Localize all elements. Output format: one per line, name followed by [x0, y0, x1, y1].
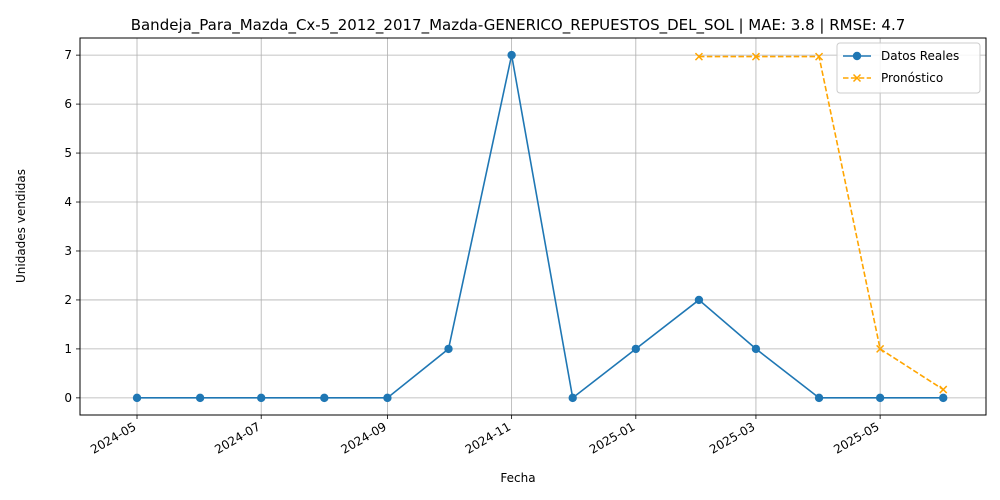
y-tick-label: 3 [64, 244, 72, 258]
chart-title: Bandeja_Para_Mazda_Cx-5_2012_2017_Mazda-… [131, 16, 906, 35]
x-tick-label: 2025-01 [587, 419, 637, 456]
data-point-datos-reales [383, 393, 392, 403]
data-point-datos-reales [631, 344, 641, 354]
x-tick-label: 2025-03 [707, 419, 757, 456]
legend-label-pronostico: Pronóstico [881, 71, 943, 85]
legend-box [836, 42, 981, 94]
y-tick-label: 2 [64, 293, 72, 307]
y-tick-label: 0 [64, 391, 72, 405]
data-point-pronostico [815, 52, 824, 61]
legend-label-datos-reales: Datos Reales [881, 49, 959, 63]
y-axis-label: Unidades vendidas [14, 169, 28, 283]
data-point-datos-reales [195, 393, 205, 403]
data-point-pronostico [939, 385, 948, 394]
data-point-datos-reales [132, 393, 142, 403]
data-point-datos-reales [875, 393, 885, 403]
y-tick-label: 7 [64, 48, 72, 62]
x-tick-label: 2024-09 [339, 419, 389, 456]
plot-frame [79, 37, 987, 416]
data-point-datos-reales [320, 393, 329, 403]
data-point-datos-reales [257, 393, 266, 403]
legend-marker-datos-reales [852, 51, 862, 61]
data-point-datos-reales [444, 344, 453, 354]
x-tick-label: 2025-05 [831, 419, 881, 456]
legend: Datos Reales Pronóstico [836, 42, 981, 94]
data-point-datos-reales [751, 344, 761, 354]
data-point-pronostico [876, 344, 885, 353]
y-tick-label: 1 [64, 342, 72, 356]
plot-area [132, 50, 948, 403]
series-line-pronostico [698, 55, 944, 391]
y-tick-label: 5 [64, 146, 72, 160]
data-point-datos-reales [814, 393, 824, 403]
y-axis: 0 1 2 3 4 5 6 7 [64, 48, 80, 405]
y-tick-label: 4 [64, 195, 72, 209]
x-tick-label: 2024-07 [212, 419, 262, 456]
x-axis: 2024-05 2024-07 2024-09 2024-11 2025-01 2025-… [88, 415, 882, 457]
series-line-datos-reales [137, 54, 944, 400]
data-point-datos-reales [939, 393, 948, 403]
data-point-datos-reales [507, 50, 516, 60]
data-point-datos-reales [568, 393, 577, 403]
y-tick-label: 6 [64, 97, 72, 111]
x-tick-label: 2024-11 [463, 419, 513, 456]
data-point-pronostico [694, 52, 703, 61]
data-point-pronostico [751, 52, 760, 61]
grid [80, 38, 986, 415]
legend-marker-pronostico [852, 73, 862, 83]
x-axis-label: Fecha [500, 471, 535, 485]
x-tick-label: 2024-05 [88, 419, 138, 456]
data-point-datos-reales [694, 295, 704, 305]
